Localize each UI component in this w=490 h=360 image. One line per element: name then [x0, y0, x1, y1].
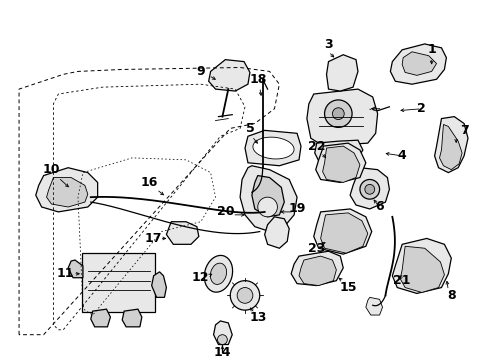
Polygon shape — [315, 140, 363, 163]
Polygon shape — [252, 176, 284, 217]
Text: 23: 23 — [308, 242, 325, 255]
Text: 3: 3 — [324, 39, 333, 51]
Circle shape — [258, 197, 277, 217]
Text: 17: 17 — [145, 232, 162, 245]
Polygon shape — [47, 177, 88, 207]
Text: 7: 7 — [460, 124, 468, 137]
Polygon shape — [167, 222, 199, 244]
Polygon shape — [392, 238, 451, 293]
Ellipse shape — [210, 263, 226, 284]
Polygon shape — [91, 309, 110, 327]
Text: 11: 11 — [56, 267, 74, 280]
Text: 2: 2 — [417, 102, 426, 115]
Circle shape — [360, 180, 380, 199]
Polygon shape — [209, 60, 250, 91]
Text: 16: 16 — [141, 176, 158, 189]
Polygon shape — [350, 168, 390, 209]
Polygon shape — [366, 297, 383, 315]
Circle shape — [332, 108, 344, 120]
Polygon shape — [400, 246, 444, 292]
Polygon shape — [240, 166, 297, 231]
Polygon shape — [322, 146, 360, 183]
Polygon shape — [307, 89, 378, 146]
Polygon shape — [245, 130, 301, 166]
Text: 12: 12 — [192, 271, 210, 284]
Circle shape — [218, 335, 227, 345]
FancyBboxPatch shape — [82, 253, 155, 312]
Polygon shape — [435, 117, 468, 172]
Text: 15: 15 — [340, 281, 357, 294]
Polygon shape — [320, 213, 368, 253]
Circle shape — [237, 288, 253, 303]
Polygon shape — [214, 321, 232, 345]
Polygon shape — [402, 52, 437, 75]
Circle shape — [365, 184, 375, 194]
Polygon shape — [36, 168, 98, 212]
Text: 5: 5 — [245, 122, 254, 135]
Circle shape — [230, 281, 260, 310]
Ellipse shape — [204, 255, 233, 292]
Text: 22: 22 — [308, 140, 325, 153]
Polygon shape — [265, 217, 289, 248]
Circle shape — [324, 100, 352, 127]
Polygon shape — [291, 251, 343, 285]
Text: 13: 13 — [249, 311, 267, 324]
Text: 6: 6 — [375, 201, 384, 213]
Text: 1: 1 — [427, 43, 436, 56]
Polygon shape — [299, 256, 336, 285]
Text: 4: 4 — [398, 149, 407, 162]
Text: 21: 21 — [393, 274, 411, 287]
Polygon shape — [122, 309, 142, 327]
Polygon shape — [152, 272, 167, 297]
Polygon shape — [440, 125, 462, 170]
Polygon shape — [326, 55, 358, 91]
Text: 9: 9 — [196, 65, 205, 78]
Text: 14: 14 — [214, 346, 231, 359]
Text: 8: 8 — [447, 289, 456, 302]
Polygon shape — [68, 260, 83, 278]
Ellipse shape — [253, 137, 294, 159]
Polygon shape — [314, 209, 372, 254]
Text: 10: 10 — [43, 163, 60, 176]
Polygon shape — [316, 143, 366, 183]
Text: 18: 18 — [249, 73, 267, 86]
Text: 19: 19 — [289, 202, 306, 215]
Text: 20: 20 — [217, 206, 234, 219]
Polygon shape — [391, 44, 446, 84]
